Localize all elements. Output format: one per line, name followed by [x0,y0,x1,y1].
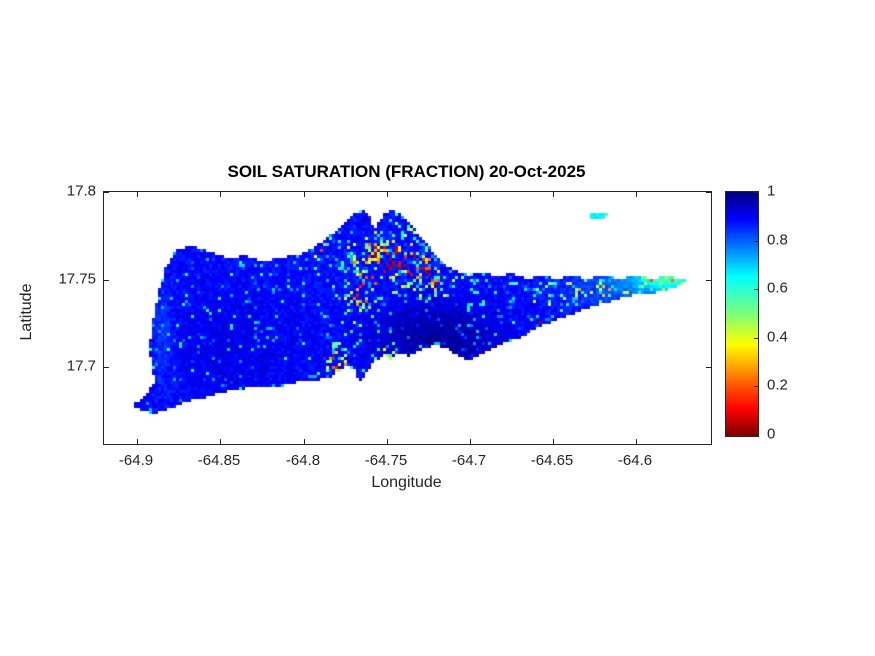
tick-mark [104,367,109,368]
tick-mark [470,439,471,444]
tick-mark [104,280,109,281]
tick-mark [636,439,637,444]
plot-title: SOIL SATURATION (FRACTION) 20-Oct-2025 [227,162,586,181]
colorbar-tick-mark [754,386,758,387]
colorbar-tick-mark [754,338,758,339]
tick-mark [304,439,305,444]
colorbar-tick-label: 0.8 [767,231,788,249]
colorbar-tick-label: 0.6 [767,279,788,297]
y-tick-label: 17.7 [66,357,96,375]
y-tick-label: 17.8 [66,182,96,200]
colorbar-tick-label: 0 [767,425,776,443]
y-tick-label: 17.75 [58,270,96,288]
x-tick-label: -64.6 [617,452,653,469]
tick-mark [387,439,388,444]
y-axis-label: Latitude [18,283,35,341]
tick-mark [387,192,388,197]
x-tick-label: -64.85 [197,452,241,469]
tick-mark [220,192,221,197]
tick-mark [553,439,554,444]
x-tick-label: -64.75 [364,452,408,469]
tick-mark [470,192,471,197]
tick-mark [220,439,221,444]
x-axis-label: Longitude [371,474,442,491]
tick-mark [706,280,711,281]
colorbar-tick-label: 1 [767,182,776,200]
colorbar [725,191,759,437]
tick-mark [706,367,711,368]
colorbar-tick-mark [754,192,758,193]
colorbar-tick-mark [754,435,758,436]
saturation-map-canvas [104,192,711,444]
x-tick-label: -64.8 [285,452,321,469]
x-tick-label: -64.9 [118,452,154,469]
tick-mark [137,192,138,197]
colorbar-tick-label: 0.2 [767,376,788,394]
colorbar-tick-mark [754,289,758,290]
colorbar-canvas [726,192,758,436]
tick-mark [553,192,554,197]
map-axes [103,191,712,445]
tick-mark [636,192,637,197]
tick-mark [304,192,305,197]
x-tick-label: -64.65 [530,452,574,469]
tick-mark [137,439,138,444]
x-tick-label: -64.7 [451,452,487,469]
colorbar-tick-label: 0.4 [767,328,788,346]
colorbar-tick-mark [754,241,758,242]
tick-mark [104,192,109,193]
tick-mark [706,192,711,193]
